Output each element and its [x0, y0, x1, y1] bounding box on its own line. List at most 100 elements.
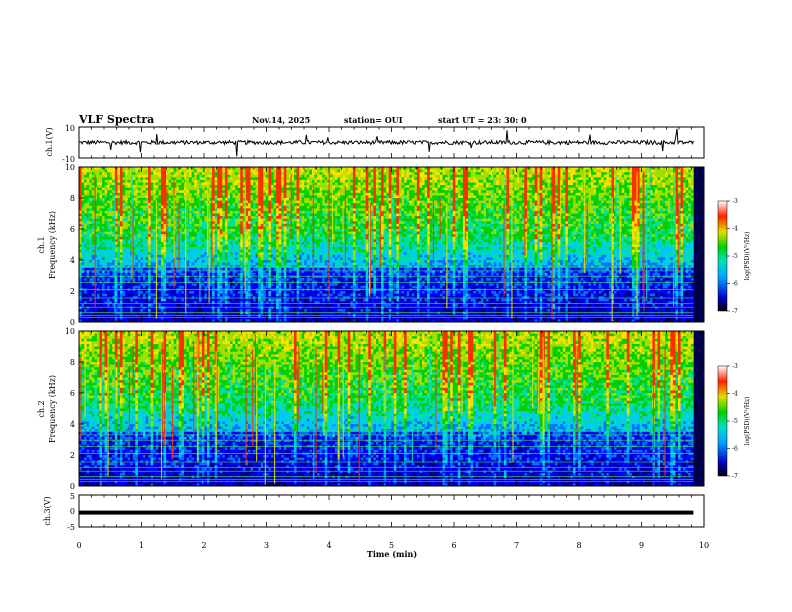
spectrogram-cell — [102, 250, 105, 253]
spectrogram-cell — [258, 304, 261, 307]
spectrogram-cell — [215, 309, 218, 312]
spectrogram-cell — [202, 304, 205, 307]
spectrogram-cell — [84, 221, 87, 224]
spectrogram-cell — [271, 226, 274, 229]
spectrogram-cell — [189, 170, 192, 173]
spectrogram-cell — [215, 208, 218, 211]
spectrogram-cell — [233, 268, 236, 271]
spectrogram-cell — [148, 286, 151, 289]
spectrogram-cell — [107, 247, 110, 250]
spectrogram-cell — [256, 299, 259, 302]
spectrogram-cell — [89, 260, 92, 263]
spectrogram-cell — [268, 257, 271, 260]
spectrogram-cell — [192, 286, 195, 289]
spectrogram-cell — [279, 206, 282, 209]
spectrogram-cell — [220, 221, 223, 224]
spectrogram-cell — [227, 263, 230, 266]
spectrogram-cell — [286, 239, 289, 242]
spectrogram-cell — [97, 299, 100, 302]
spectrogram-cell — [151, 234, 154, 237]
spectrogram-cell — [140, 193, 143, 196]
spectrogram-cell — [192, 278, 195, 281]
spectrogram-cell — [202, 214, 205, 217]
spectrogram-cell — [102, 170, 105, 173]
spectrogram-cell — [94, 309, 97, 312]
spectrogram-cell — [253, 294, 256, 297]
spectrogram-cell — [82, 237, 85, 240]
spectrogram-cell — [135, 208, 138, 211]
spectrogram-cell — [146, 170, 149, 173]
spectrogram-cell — [89, 252, 92, 255]
spectrogram-cell — [266, 239, 269, 242]
spectrogram-cell — [227, 304, 230, 307]
spectrogram-cell — [194, 312, 197, 315]
spectrogram-cell — [189, 226, 192, 229]
spectrogram-cell — [271, 229, 274, 232]
spectrogram-cell — [217, 224, 220, 227]
spectrogram-cell — [225, 278, 228, 281]
spectrogram-cell — [176, 175, 179, 178]
spectrogram-cell — [238, 245, 241, 248]
spectrogram-cell — [284, 226, 287, 229]
spectrogram-cell — [256, 211, 259, 214]
spectrogram-cell — [274, 206, 277, 209]
spectrogram-cell — [158, 247, 161, 250]
spectrogram-cell — [235, 257, 238, 260]
spectrogram-cell — [248, 268, 251, 271]
spectrogram-cell — [125, 252, 128, 255]
spectrogram-cell — [138, 195, 141, 198]
spectrogram-cell — [253, 211, 256, 214]
spectrogram-cell — [276, 232, 279, 235]
spectrogram-cell — [87, 245, 90, 248]
spectrogram-cell — [135, 291, 138, 294]
spectrogram-cell — [263, 239, 266, 242]
spectrogram-cell — [105, 188, 108, 191]
spectrogram-cell — [266, 252, 269, 255]
spectrogram-cell — [215, 312, 218, 315]
spectrogram-cell — [220, 247, 223, 250]
spectrogram-cell — [266, 177, 269, 180]
spectrogram-cell — [192, 257, 195, 260]
spectrogram-cell — [194, 257, 197, 260]
spectrogram-cell — [89, 250, 92, 253]
spectrogram-cell — [125, 245, 128, 248]
spectrogram-cell — [181, 255, 184, 258]
spectrogram-cell — [146, 255, 149, 258]
spectrogram-cell — [120, 237, 123, 240]
spectrogram-cell — [279, 180, 282, 183]
spectrogram-cell — [99, 257, 102, 260]
spectrogram-cell — [230, 278, 233, 281]
spectrogram-cell — [268, 198, 271, 201]
spectrogram-cell — [140, 239, 143, 242]
spectrogram-cell — [192, 309, 195, 312]
spectrogram-cell — [133, 312, 136, 315]
spectrogram-cell — [245, 257, 248, 260]
spectrogram-cell — [189, 273, 192, 276]
spectrogram-cell — [230, 250, 233, 253]
spectrogram-cell — [82, 221, 85, 224]
spectrogram-cell — [258, 198, 261, 201]
spectrogram-cell — [187, 193, 190, 196]
spectrogram-cell — [261, 177, 264, 180]
spectrogram-cell — [279, 172, 282, 175]
spectrogram-cell — [148, 190, 151, 193]
spectrogram-cell — [87, 257, 90, 260]
spectrogram-cell — [261, 216, 264, 219]
spectrogram-cell — [105, 208, 108, 211]
spectrogram-cell — [197, 283, 200, 286]
spectrogram-cell — [107, 299, 110, 302]
spectrogram-cell — [89, 201, 92, 204]
spectrogram-cell — [153, 232, 156, 235]
spectrogram-cell — [217, 232, 220, 235]
spectrogram-cell — [117, 219, 120, 222]
spectrogram-cell — [281, 278, 284, 281]
spectrogram-cell — [251, 195, 254, 198]
spectrogram-cell — [146, 291, 149, 294]
spectrogram-cell — [225, 219, 228, 222]
spectrogram-cell — [194, 185, 197, 188]
spectrogram-cell — [235, 172, 238, 175]
spectrogram-cell — [169, 299, 172, 302]
spectrogram-cell — [248, 180, 251, 183]
spectrogram-cell — [222, 242, 225, 245]
spectrogram-cell — [82, 263, 85, 266]
